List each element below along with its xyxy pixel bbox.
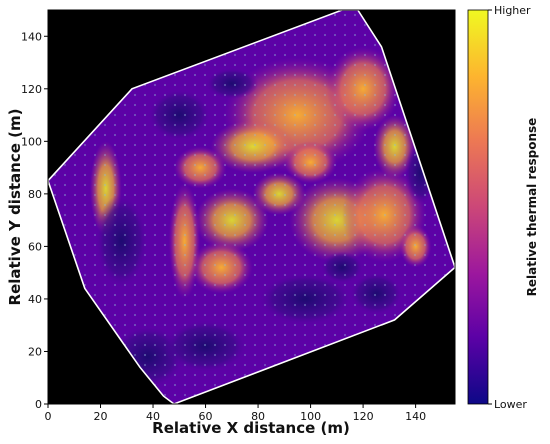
x-tick-label: 100 — [300, 410, 321, 423]
x-tick-label: 40 — [146, 410, 160, 423]
x-tick-label: 140 — [405, 410, 426, 423]
colorbar-top-label: Higher — [494, 4, 531, 17]
x-tick-label: 120 — [353, 410, 374, 423]
y-tick-label: 20 — [28, 345, 42, 358]
x-tick-label: 20 — [94, 410, 108, 423]
y-tick-label: 120 — [21, 83, 42, 96]
y-tick-label: 100 — [21, 135, 42, 148]
y-axis-ticks: 0 20 40 60 80 100 120 140 — [21, 30, 48, 411]
site-boundary — [47, 9, 456, 405]
colorbar — [467, 9, 489, 405]
y-axis-label: Relative Y distance (m) — [6, 109, 24, 306]
x-tick-label: 0 — [45, 410, 52, 423]
y-tick-label: 60 — [28, 240, 42, 253]
y-tick-label: 140 — [21, 30, 42, 43]
x-tick-label: 80 — [251, 410, 265, 423]
x-tick-label: 60 — [199, 410, 213, 423]
axes-frame — [47, 9, 456, 405]
colorbar-label: Relative thermal response — [525, 118, 539, 297]
y-tick-label: 80 — [28, 188, 42, 201]
thermal-field — [48, 10, 455, 404]
x-axis-ticks: 0 20 40 60 80 100 120 140 — [45, 404, 426, 423]
x-axis-label: Relative X distance (m) — [152, 419, 350, 437]
colorbar-bottom-label: Lower — [494, 398, 527, 411]
y-tick-label: 0 — [35, 398, 42, 411]
y-tick-label: 40 — [28, 293, 42, 306]
